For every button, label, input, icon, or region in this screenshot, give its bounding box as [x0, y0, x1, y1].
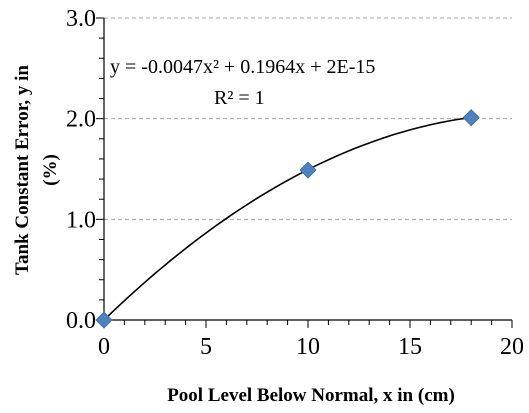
- data-point-0: [95, 311, 113, 329]
- data-point-1: [299, 161, 317, 179]
- x-tick-label: 15: [398, 334, 422, 360]
- y-tick-label: 3.0: [66, 6, 96, 32]
- y-tick-label: 2.0: [66, 107, 96, 133]
- x-tick-label: 10: [296, 334, 320, 360]
- tick-labels: 0 5 10 15 20 0.0 1.0 2.0 3.0: [66, 6, 524, 360]
- y-axis-title-line1: Tank Constant Error, y in: [12, 65, 33, 275]
- x-tick-label: 5: [200, 334, 212, 360]
- x-tick-label: 20: [500, 334, 524, 360]
- y-tick-label: 0.0: [66, 308, 96, 334]
- trendline-equation: y = -0.0047x² + 0.1964x + 2E-15: [110, 56, 375, 78]
- y-axis-title-line2: (%): [40, 154, 61, 186]
- y-tick-label: 1.0: [66, 207, 96, 233]
- data-point-2: [462, 109, 480, 127]
- tick-marks: [96, 17, 513, 328]
- x-tick-label: 0: [98, 334, 110, 360]
- data-points: [95, 109, 480, 329]
- grid-lines: [104, 17, 512, 220]
- x-axis-title: Pool Level Below Normal, x in (cm): [167, 385, 455, 406]
- r-squared-label: R² = 1: [214, 87, 265, 109]
- trendline: [103, 116, 472, 321]
